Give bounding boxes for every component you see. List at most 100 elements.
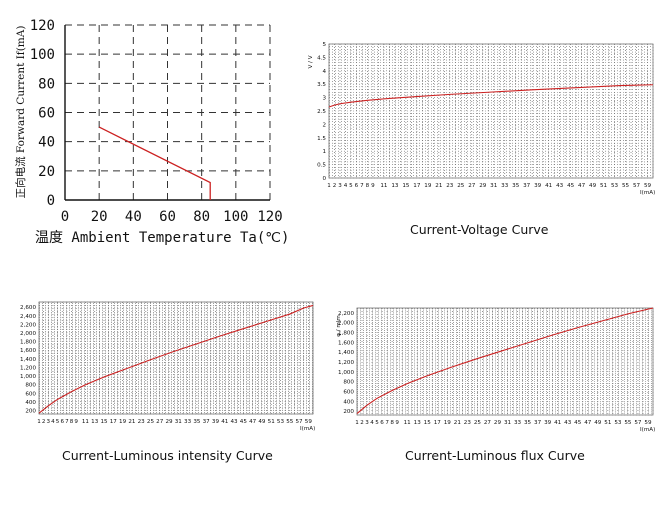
x-tick-label: 6 [380,420,384,426]
x-tick-label: 59 [644,183,652,189]
x-tick-label: 43 [230,419,238,425]
x-tick-label: 17 [434,420,442,426]
x-tick-label: 9 [371,183,375,189]
x-tick-label: 5 [56,419,60,425]
series-line [98,126,211,200]
x-tick-label: 47 [584,420,592,426]
y-tick-label: 600 [343,389,354,395]
x-tick-label: 33 [514,420,522,426]
y-tick-label: 2.5 [317,109,326,115]
x-tick-label: 55 [622,183,630,189]
y-tick-label: 100 [30,47,55,63]
y-tick-label: 600 [25,391,36,397]
x-tick-label: 11 [404,420,412,426]
x-tick-label: 4 [344,183,348,189]
chart-title-current-voltage: Current-Voltage Curve [410,222,549,237]
x-tick-label: 21 [454,420,462,426]
x-tick-label: 57 [634,420,642,426]
y-tick-label: 400 [343,399,354,405]
x-tick-label: 45 [574,420,582,426]
x-tick-label: 57 [633,183,641,189]
x-tick-label: 9 [395,420,399,426]
x-axis-label: I(mA) [640,190,655,196]
x-tick-label: 21 [128,419,136,425]
x-tick-label: 43 [564,420,572,426]
y-tick-label: 1,400 [338,350,354,356]
y-tick-label: 2 [322,122,326,128]
x-tick-label: 7 [360,183,364,189]
x-tick-label: 8 [70,419,74,425]
x-tick-label: 27 [484,420,492,426]
x-tick-label: 4 [370,420,374,426]
x-tick-label: 41 [554,420,562,426]
x-tick-label: 13 [391,183,399,189]
x-axis-label: I(mA) [300,426,315,432]
y-tick-label: 2,000 [338,321,354,327]
x-tick-label: 45 [240,419,248,425]
y-tick-label: 1,200 [20,365,36,371]
y-tick-label: 3.5 [317,82,326,88]
x-tick-label: 29 [479,183,487,189]
x-tick-label: 2 [333,183,337,189]
x-tick-label: 39 [534,183,542,189]
y-tick-label: 4 [322,69,326,75]
y-tick-label: 800 [343,380,354,386]
x-tick-label: 45 [567,183,575,189]
y-axis-label: 正向电流 Forward Current If(mA) [14,26,27,199]
x-tick-label: 49 [258,419,266,425]
y-tick-label: 1,800 [20,340,36,346]
x-tick-label: 2 [360,420,364,426]
y-tick-label: 1,800 [338,331,354,337]
x-tick-label: 5 [349,183,353,189]
x-tick-label: 37 [523,183,531,189]
x-tick-label: 57 [296,419,304,425]
y-tick-label: 0.5 [317,163,326,169]
x-tick-label: 13 [91,419,99,425]
x-tick-label: 27 [156,419,164,425]
x-axis-label: I(mA) [640,427,655,433]
y-tick-label: 1 [322,149,326,155]
x-tick-label: 1 [37,419,41,425]
x-tick-label: 15 [424,420,432,426]
x-tick-label: 53 [614,420,622,426]
x-tick-label: 19 [119,419,127,425]
y-tick-label: 80 [38,76,55,92]
x-tick-label: 23 [446,183,454,189]
y-tick-label: 1,600 [20,348,36,354]
x-tick-label: 7 [385,420,389,426]
y-tick-label: 1,000 [338,370,354,376]
x-tick-label: 51 [600,183,608,189]
y-tick-label: 200 [25,409,36,415]
x-tick-label: 19 [424,183,432,189]
y-tick-label: 3 [322,96,326,102]
x-tick-label: 49 [589,183,597,189]
y-tick-label: 2,200 [20,322,36,328]
y-tick-label: 0 [47,193,55,209]
plot-area [38,301,314,415]
y-tick-label: 4.5 [317,55,326,61]
x-tick-label: 80 [193,209,210,225]
current-luminous-flux-chart: 200 400 600 800 1,000 1,200 1,400 1,600 1,800 2,0… [336,307,655,433]
x-tick-label: 13 [414,420,422,426]
x-tick-label: 41 [545,183,553,189]
x-axis-label: 温度 Ambient Temperature Ta(℃) [35,230,289,246]
chart-title-current-luminous-flux: Current-Luminous flux Curve [405,448,585,463]
x-tick-label: 11 [82,419,90,425]
derating-chart: 0 20 40 60 80 100 120 0 20 40 60 80 100 120 温度 Ambient… [14,18,289,246]
y-tick-label: 1,200 [338,360,354,366]
x-tick-label: 41 [221,419,229,425]
x-tick-label: 31 [175,419,183,425]
x-tick-label: 5 [375,420,379,426]
x-tick-label: 33 [501,183,509,189]
current-voltage-chart: 00.511.522.533.544.551 2 3 4 5 6 7 8 9 11 13 15 17 19… [308,42,655,196]
x-tick-label: 25 [147,419,155,425]
x-tick-label: 55 [286,419,294,425]
x-tick-label: 19 [444,420,452,426]
x-tick-label: 47 [578,183,586,189]
x-tick-label: 17 [110,419,118,425]
y-tick-label: 0 [322,176,326,182]
x-tick-label: 60 [159,209,176,225]
x-tick-label: 39 [212,419,220,425]
x-tick-label: 11 [380,183,388,189]
y-tick-label: 200 [343,409,354,415]
